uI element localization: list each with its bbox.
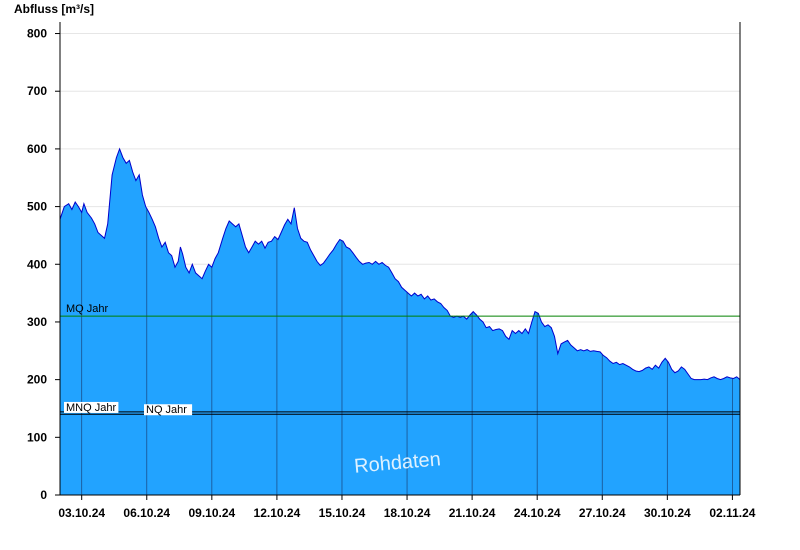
x-tick-label-27: 27.10.24	[579, 506, 626, 520]
x-tick-label-30: 30.10.24	[644, 506, 691, 520]
y-axis-label: Abfluss [m³/s]	[14, 2, 94, 16]
x-tick-label-9: 09.10.24	[188, 506, 235, 520]
discharge-area	[60, 148, 740, 495]
y-tick-label-600: 600	[27, 142, 47, 156]
ref-label-bg-2	[144, 404, 193, 416]
x-tick-label-3: 03.10.24	[58, 506, 105, 520]
x-tick-label-12: 12.10.24	[254, 506, 301, 520]
y-tick-label-100: 100	[27, 430, 47, 444]
ref-label-bg-1	[64, 401, 119, 413]
y-tick-label-700: 700	[27, 84, 47, 98]
x-tick-label-18: 18.10.24	[384, 506, 431, 520]
x-tick-label-6: 06.10.24	[123, 506, 170, 520]
ref-label-nq-jahr: NQ Jahr	[146, 404, 187, 416]
x-tick-label-33: 02.11.24	[709, 506, 755, 520]
x-tick-labels: 03.10.24 06.10.24 09.10.24 12.10.24 15.10.24…	[58, 495, 756, 520]
x-tick-label-21: 21.10.24	[449, 506, 496, 520]
y-tick-labels: 0 100 200 300 400 500 600 700 800	[27, 27, 60, 502]
y-tick-label-800: 800	[27, 27, 47, 41]
y-tick-label-500: 500	[27, 200, 47, 214]
y-tick-label-0: 0	[40, 488, 47, 502]
discharge-line	[59, 147, 741, 381]
y-tick-label-200: 200	[27, 373, 47, 387]
axes	[59, 22, 741, 496]
y-tick-label-300: 300	[27, 315, 47, 329]
x-tick-label-24: 24.10.24	[514, 506, 561, 520]
x-tick-label-15: 15.10.24	[319, 506, 366, 520]
day-separator-lines	[81, 208, 733, 495]
reference-lines: MQ Jahr MNQ Jahr NQ Jahr	[60, 303, 740, 416]
ref-label-mnq-jahr: MNQ Jahr	[66, 402, 116, 414]
ref-label-mq-jahr: MQ Jahr	[66, 303, 109, 315]
y-tick-label-400: 400	[27, 257, 47, 271]
